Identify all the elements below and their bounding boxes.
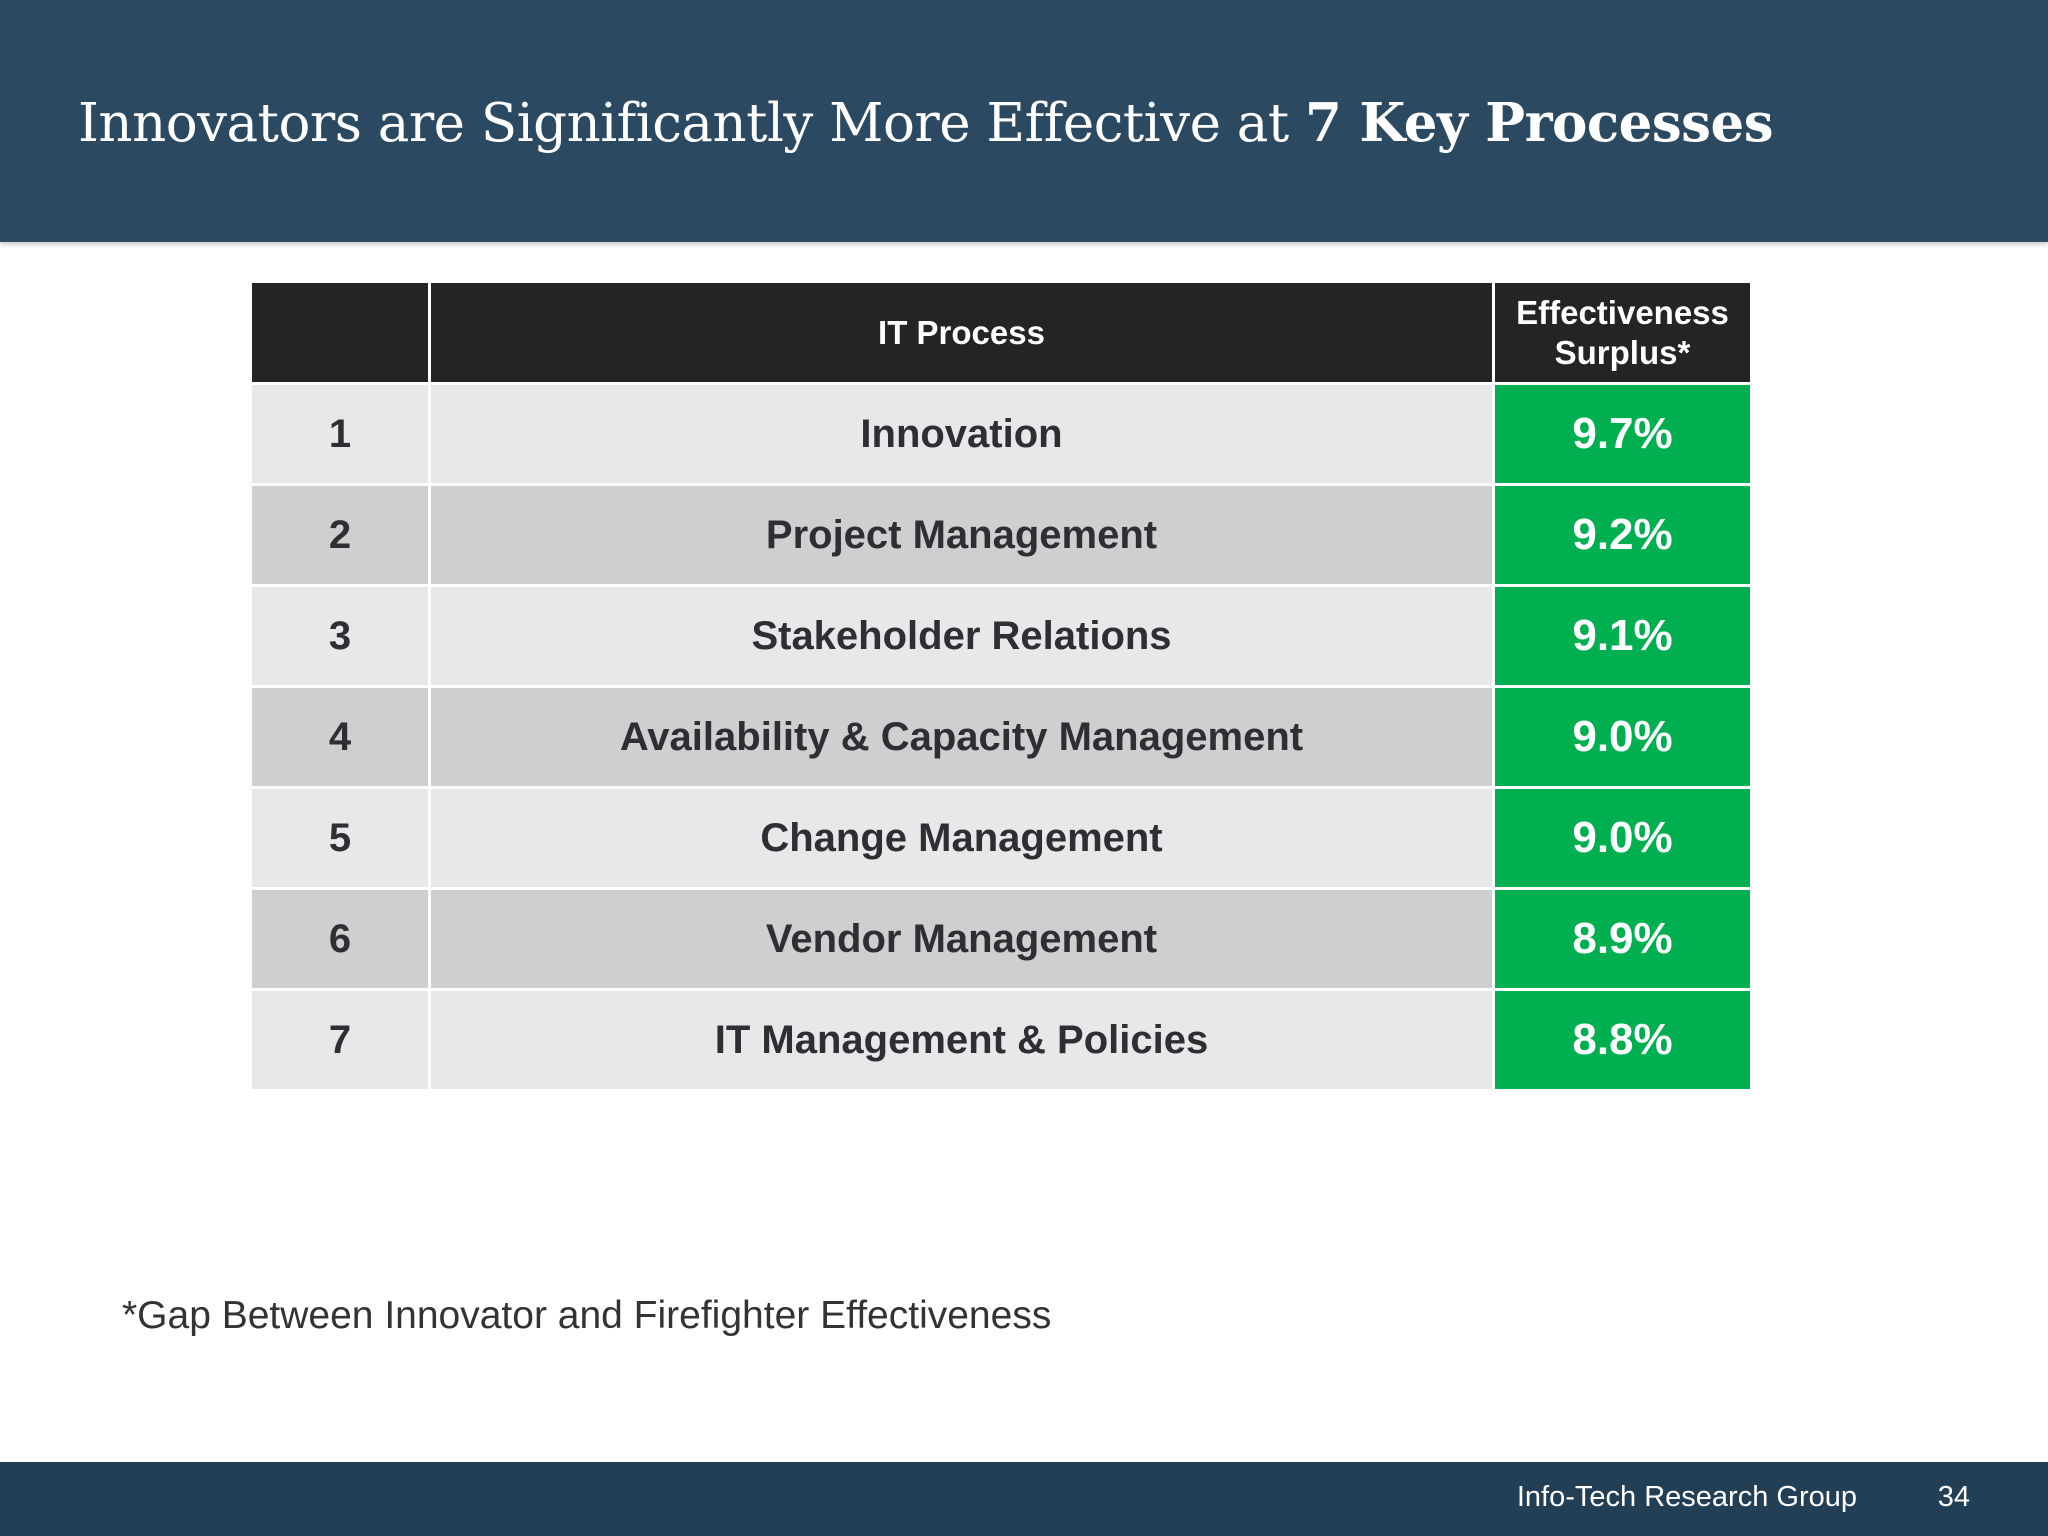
process-cell: Change Management (431, 789, 1495, 890)
slide-header: Innovators are Significantly More Effect… (0, 0, 2048, 242)
surplus-cell: 9.1% (1495, 587, 1750, 688)
surplus-cell: 8.8% (1495, 991, 1750, 1092)
rank-cell: 6 (252, 890, 431, 991)
table-row: 7 IT Management & Policies 8.8% (252, 991, 1750, 1092)
table-row: 4 Availability & Capacity Management 9.0… (252, 688, 1750, 789)
rank-cell: 2 (252, 486, 431, 587)
process-cell: Project Management (431, 486, 1495, 587)
effectiveness-surplus-header-text: Effectiveness Surplus* (1516, 293, 1729, 371)
table-row: 6 Vendor Management 8.9% (252, 890, 1750, 991)
table-row: 5 Change Management 9.0% (252, 789, 1750, 890)
table-header-row: IT Process Effectiveness Surplus* (252, 283, 1750, 385)
rank-cell: 3 (252, 587, 431, 688)
rank-cell: 5 (252, 789, 431, 890)
rank-cell: 7 (252, 991, 431, 1092)
surplus-cell: 8.9% (1495, 890, 1750, 991)
rank-cell: 4 (252, 688, 431, 789)
footer-organization: Info-Tech Research Group (1516, 1481, 1857, 1513)
column-header-rank (252, 283, 431, 385)
table-row: 1 Innovation 9.7% (252, 385, 1750, 486)
table-row: 3 Stakeholder Relations 9.1% (252, 587, 1750, 688)
page-number: 34 (1937, 1481, 1970, 1513)
column-header-effectiveness-surplus: Effectiveness Surplus* (1495, 283, 1750, 385)
footnote: *Gap Between Innovator and Firefighter E… (122, 1294, 1052, 1337)
slide-footer: Info-Tech Research Group 34 (0, 1462, 2048, 1536)
table-row: 2 Project Management 9.2% (252, 486, 1750, 587)
slide-title-regular: Innovators are Significantly More Effect… (78, 93, 1306, 154)
slide-title: Innovators are Significantly More Effect… (78, 86, 1774, 161)
process-cell: Innovation (431, 385, 1495, 486)
process-cell: Stakeholder Relations (431, 587, 1495, 688)
surplus-cell: 9.0% (1495, 789, 1750, 890)
process-cell: IT Management & Policies (431, 991, 1495, 1092)
slide-title-emphasis: 7 Key Processes (1305, 92, 1774, 154)
surplus-cell: 9.7% (1495, 385, 1750, 486)
surplus-cell: 9.2% (1495, 486, 1750, 587)
rank-cell: 1 (252, 385, 431, 486)
process-cell: Vendor Management (431, 890, 1495, 991)
column-header-it-process: IT Process (431, 283, 1495, 385)
process-cell: Availability & Capacity Management (431, 688, 1495, 789)
it-process-table: IT Process Effectiveness Surplus* 1 Inno… (252, 283, 1750, 1092)
surplus-cell: 9.0% (1495, 688, 1750, 789)
